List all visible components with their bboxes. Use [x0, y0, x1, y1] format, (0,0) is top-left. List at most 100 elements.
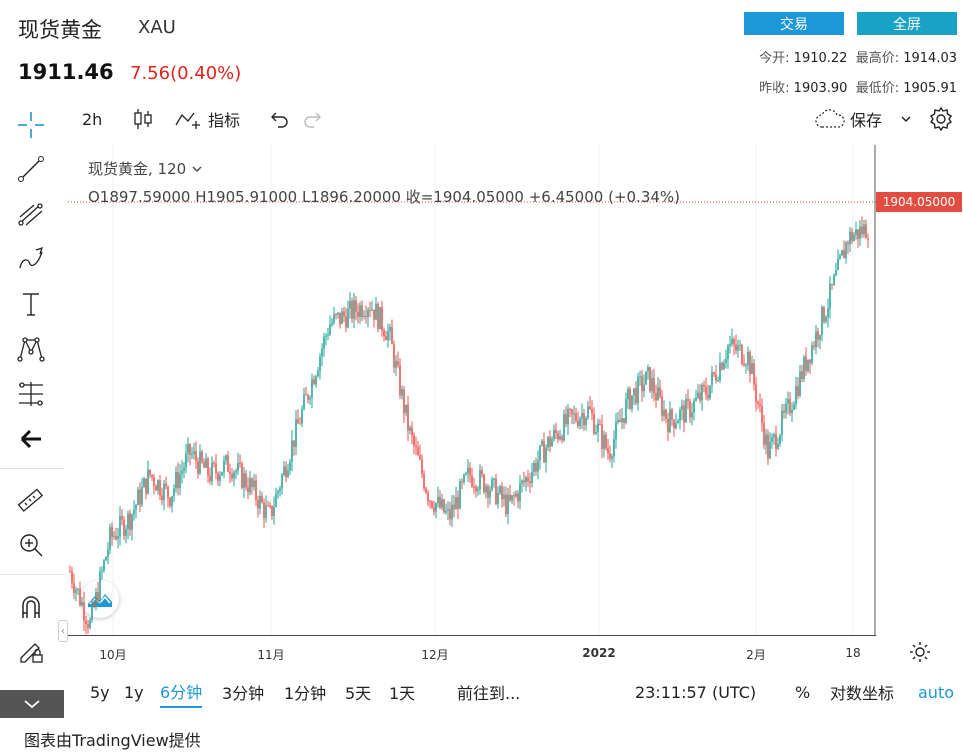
range-1d[interactable]: 1天 [389, 684, 416, 703]
candle-body [765, 434, 767, 445]
time-axis[interactable]: 10月 11月 12月 2022 2月 18 [68, 635, 876, 665]
footer-attribution[interactable]: 图表由TradingView提供 [24, 731, 201, 750]
fib-icon[interactable] [14, 197, 48, 231]
candle-body [799, 371, 801, 396]
candle-body [755, 384, 757, 402]
chart-legend-ohlc: O1897.59000 H1905.91000 L1896.20000 收=19… [88, 188, 681, 206]
candle-body [281, 475, 283, 489]
candle-body [699, 392, 701, 401]
time-tick: 12月 [421, 648, 449, 662]
back-arrow-icon[interactable] [14, 422, 48, 456]
candle-body [737, 345, 739, 351]
zoom-in-icon[interactable] [14, 528, 48, 562]
high-label: 最高价: [855, 51, 900, 66]
range-1min[interactable]: 1分钟 [284, 684, 327, 703]
candle-body [471, 475, 473, 487]
log-scale-toggle[interactable]: 对数坐标 [830, 684, 895, 703]
candle-body [541, 440, 543, 446]
candle-body [253, 480, 255, 488]
crosshair-icon[interactable] [14, 108, 48, 142]
candle-body [405, 404, 407, 413]
text-icon[interactable] [14, 287, 48, 321]
candle-body [851, 231, 853, 241]
range-5y[interactable]: 5y [90, 682, 110, 702]
candle-body [861, 226, 863, 235]
candle-body [151, 474, 153, 478]
candle-body [365, 315, 367, 318]
fullscreen-button[interactable]: 全屏 [857, 12, 957, 35]
trendline-icon[interactable] [14, 152, 48, 186]
range-5d[interactable]: 5天 [345, 684, 372, 703]
chart-legend-title[interactable]: 现货黄金, 120 [88, 158, 203, 179]
settings-gear-icon[interactable] [928, 102, 954, 136]
candle-body [359, 305, 361, 318]
candle-body [473, 486, 475, 488]
goto-date-button[interactable]: 前往到... [457, 684, 521, 703]
axis-settings-icon[interactable] [908, 640, 932, 668]
candle-body [839, 255, 841, 259]
collapse-toolbar-handle[interactable]: ‹ [58, 620, 68, 642]
percent-scale-toggle[interactable]: % [795, 682, 811, 702]
chart-type-icon[interactable] [132, 102, 154, 136]
candle-body [117, 536, 119, 540]
auto-scale-toggle[interactable]: auto [918, 682, 955, 702]
candle-body [677, 420, 679, 424]
candle-body [841, 250, 843, 256]
candle-body [631, 395, 633, 409]
candle-body [469, 467, 471, 476]
candle-body [417, 447, 419, 456]
candle-body [781, 410, 783, 435]
candle-body [733, 338, 735, 345]
candle-body [681, 405, 683, 410]
candle-body [797, 386, 799, 396]
candle-body [69, 571, 71, 573]
candle-body [273, 506, 275, 517]
candle-body [185, 453, 187, 468]
save-dropdown-chevron-icon[interactable] [900, 102, 912, 136]
range-3min[interactable]: 3分钟 [222, 684, 265, 703]
candle-body [217, 473, 219, 481]
pattern-icon[interactable] [14, 332, 48, 366]
candle-body [543, 440, 545, 463]
candle-body [379, 307, 381, 330]
candle-body [191, 454, 193, 456]
candle-body [667, 418, 669, 433]
indicators-button[interactable]: 指标 [174, 102, 240, 136]
candle-body [215, 463, 217, 474]
instrument-title: 现货黄金 [18, 18, 102, 42]
candle-body [647, 367, 649, 372]
candle-body [303, 394, 305, 410]
range-1y[interactable]: 1y [124, 682, 144, 702]
trade-button[interactable]: 交易 [744, 12, 844, 35]
price-axis[interactable] [876, 145, 963, 635]
candle-body [807, 359, 809, 371]
interval-button[interactable]: 2h [82, 109, 103, 129]
candlestick-chart[interactable] [68, 145, 876, 635]
candle-body [529, 481, 531, 483]
candle-body [335, 314, 337, 316]
range-6min[interactable]: 6分钟 [160, 676, 203, 708]
candle-body [313, 379, 315, 385]
candle-body [527, 477, 529, 482]
candle-body [355, 300, 357, 312]
redo-icon[interactable] [302, 102, 324, 136]
expand-more-button[interactable] [0, 690, 64, 718]
candle-body [71, 571, 73, 584]
undo-icon[interactable] [268, 102, 290, 136]
brush-icon[interactable] [14, 242, 48, 276]
ruler-icon[interactable] [14, 484, 48, 518]
candle-body [279, 488, 281, 491]
candle-body [431, 501, 433, 508]
candle-body [609, 453, 611, 459]
candle-body [517, 493, 519, 502]
lock-drawing-icon[interactable] [14, 634, 48, 668]
candle-body [285, 466, 287, 478]
save-button[interactable]: 保存 [814, 102, 882, 136]
magnet-icon[interactable] [14, 590, 48, 624]
candle-body [727, 345, 729, 359]
candle-body [831, 283, 833, 285]
forecast-icon[interactable] [14, 377, 48, 411]
candle-body [453, 504, 455, 510]
utc-clock[interactable]: 23:11:57 (UTC) [635, 682, 757, 702]
candle-body [311, 379, 313, 398]
